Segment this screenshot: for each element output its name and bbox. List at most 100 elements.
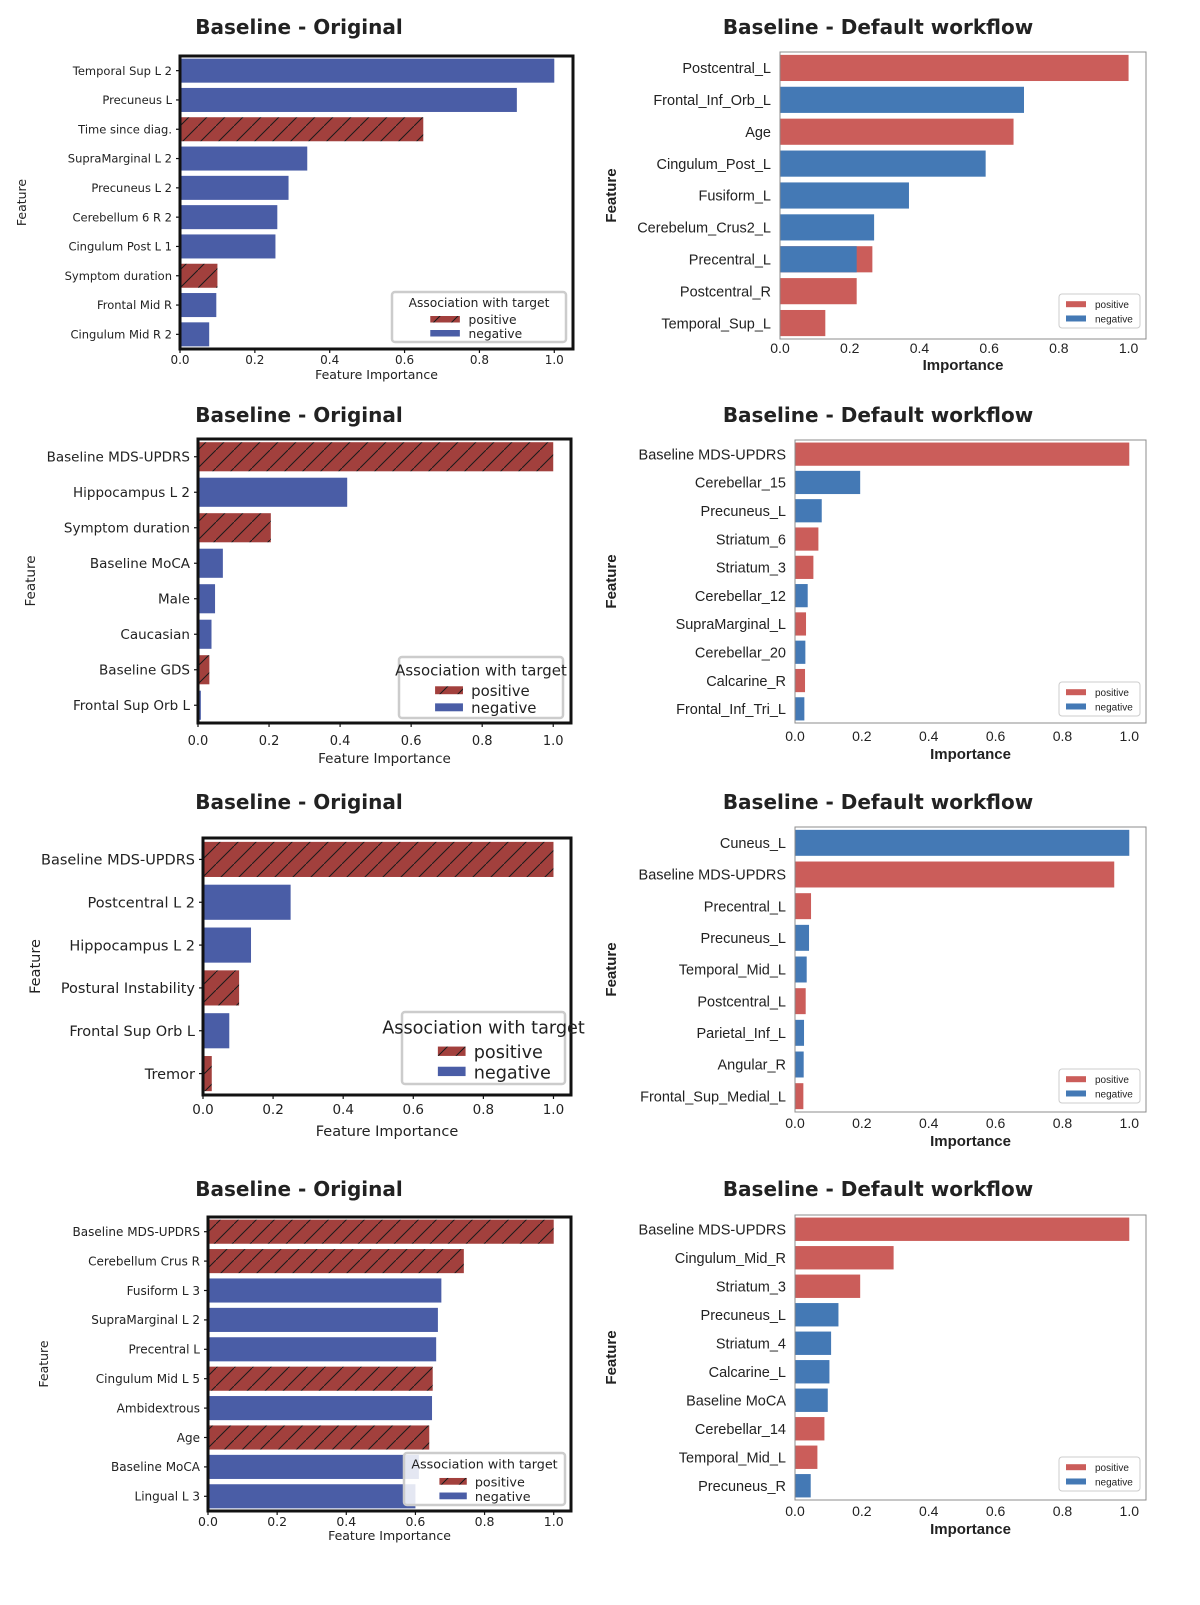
legend-label-positive: positive [1095, 1075, 1129, 1086]
y-tick-label: Calcarine_L [709, 1365, 786, 1381]
bar-calcarine-r [795, 668, 806, 693]
bar-postural-instability [203, 970, 240, 1006]
x-tick-label: 0.8 [475, 1514, 495, 1529]
y-tick-label: Postural Instability [61, 981, 196, 997]
chart-title: Baseline - Original [195, 15, 402, 39]
legend-label-positive: positive [1095, 1463, 1129, 1474]
y-axis-label: Feature [36, 1340, 51, 1388]
bar-temporal-mid-l [795, 956, 807, 983]
x-tick-label: 1.0 [544, 1514, 564, 1529]
x-tick-label: 0.2 [245, 353, 264, 367]
y-axis-label: Feature [14, 179, 29, 227]
bar-cerebellar-15 [795, 470, 861, 495]
bar-frontal-inf-tri-l [795, 697, 805, 721]
y-tick-label: Frontal_Inf_Orb_L [653, 93, 771, 109]
bar-parietal-inf-l [795, 1019, 805, 1046]
chart-title: Baseline - Original [195, 403, 402, 427]
y-tick-label: Baseline MoCA [90, 556, 191, 572]
x-axis-label: Feature Importance [315, 367, 438, 382]
legend-swatch-positive [435, 686, 463, 695]
y-tick-label: Baseline MDS-UPDRS [73, 1225, 200, 1239]
x-tick-label: 0.2 [852, 728, 872, 744]
x-tick-label: 1.0 [1119, 340, 1139, 356]
x-tick-label: 0.4 [919, 1503, 939, 1519]
legend-swatch-negative [435, 703, 463, 712]
x-tick-label: 0.0 [785, 728, 805, 744]
y-tick-label: Hippocampus L 2 [73, 485, 190, 501]
legend-swatch-positive [437, 1046, 466, 1056]
chart-4: Baseline - Default workflow Baseline MDS-… [603, 403, 1147, 763]
chart-7: Baseline - Original Baseline MDS-UPDRS Cer… [36, 1177, 573, 1543]
bar-striatum-4 [795, 1331, 832, 1355]
x-tick-label: 0.2 [852, 1503, 872, 1519]
x-tick-label: 0.0 [785, 1115, 805, 1131]
y-tick-label: Hippocampus L 2 [69, 938, 195, 954]
bar-precentral-l [208, 1337, 437, 1362]
y-tick-label: SupraMarginal L 2 [91, 1313, 200, 1327]
bar-baseline-mds-updrs [208, 1219, 554, 1244]
legend-swatch-negative [1066, 1478, 1086, 1485]
legend-label-negative: negative [469, 327, 523, 341]
legend: positive negative [1058, 1456, 1141, 1492]
legend-title: Association with target [411, 1458, 557, 1473]
legend-title: Association with target [409, 296, 550, 310]
y-tick-label: Frontal Sup Orb L [69, 1024, 195, 1040]
bar-baseline-moca [795, 1388, 828, 1412]
bar-frontal-inf-orb-l [780, 86, 1024, 113]
chart-title: Baseline - Default workflow [723, 15, 1033, 39]
y-tick-label: Postcentral L 2 [87, 895, 195, 911]
y-tick-label: Precuneus_L [701, 504, 786, 520]
y-tick-label: Precuneus_L [701, 931, 786, 947]
bar-precuneus-l-2 [180, 175, 289, 200]
chart-8: Baseline - Default workflow Baseline MDS-… [603, 1177, 1147, 1538]
legend-label-negative: negative [1095, 702, 1133, 713]
legend-label-positive: positive [1095, 300, 1129, 311]
bar-caucasian [198, 619, 212, 649]
x-axis-label: Importance [930, 1521, 1011, 1538]
y-axis-label: Feature [28, 939, 44, 994]
plot-frame [794, 1214, 1147, 1501]
y-tick-label: Cingulum Post L 1 [68, 240, 172, 254]
x-tick-label: 0.8 [1053, 728, 1073, 744]
y-tick-label: Calcarine_R [706, 674, 786, 690]
bar-cerebellum-crus-r [208, 1249, 464, 1274]
y-tick-label: Cerebellum Crus R [88, 1254, 200, 1268]
chart-6: Baseline - Default workflow Cuneus_L Basel… [603, 790, 1147, 1150]
legend-label-positive: positive [471, 682, 530, 700]
bar-cingulum-mid-l-5 [208, 1366, 433, 1391]
x-tick-label: 0.8 [1053, 1115, 1073, 1131]
y-tick-label: Symptom duration [64, 521, 190, 537]
legend-swatch-negative [1066, 703, 1086, 710]
bar-baseline-mds-updrs [198, 442, 554, 472]
y-tick-label: SupraMarginal L 2 [68, 152, 172, 166]
x-tick-label: 0.8 [1053, 1503, 1073, 1519]
x-tick-label: 0.0 [770, 340, 790, 356]
y-axis-label: Feature [603, 1330, 620, 1384]
x-tick-label: 0.8 [470, 353, 489, 367]
x-tick-label: 0.4 [919, 728, 939, 744]
x-tick-label: 0.6 [979, 340, 999, 356]
bar-ambidextrous [208, 1396, 433, 1421]
legend-box [400, 1010, 567, 1086]
bar-striatum-3 [795, 555, 814, 579]
x-axis-label: Importance [930, 746, 1011, 763]
x-tick-label: 0.2 [852, 1115, 872, 1131]
x-tick-label: 0.4 [919, 1115, 939, 1131]
bar-supramarginal-l-2 [208, 1307, 438, 1332]
y-tick-label: Frontal Sup Orb L [73, 698, 190, 714]
legend-label-positive: positive [1095, 688, 1129, 699]
x-tick-label: 0.8 [473, 1102, 494, 1118]
x-tick-label: 1.0 [543, 1102, 564, 1118]
y-axis-label: Feature [603, 942, 620, 996]
y-tick-label: Cerebellar_20 [695, 645, 786, 661]
legend-label-negative: negative [471, 699, 536, 717]
y-tick-label: Temporal_Mid_L [679, 963, 786, 979]
bar-cerebellum-6-r-2 [180, 205, 278, 230]
x-tick-label: 0.2 [262, 1102, 283, 1118]
legend-swatch-negative [1066, 315, 1086, 322]
bar-symptom-duration [180, 263, 218, 288]
x-tick-label: 1.0 [545, 353, 564, 367]
y-tick-label: Fusiform_L [698, 189, 771, 205]
